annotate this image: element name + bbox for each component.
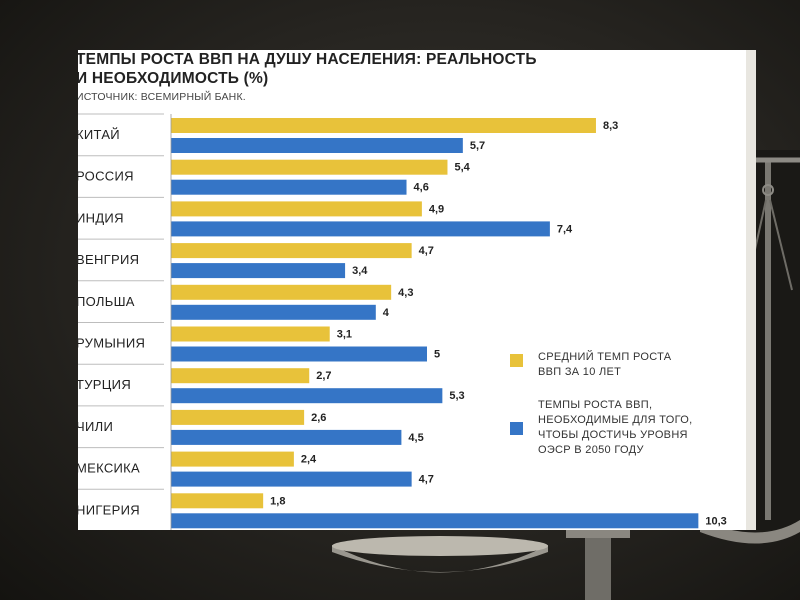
bar-average-growth: [171, 159, 448, 175]
bar-chart: КИТАЙ 8,3 5,7 РОССИЯ 5,4 4,6 ИНДИЯ 4,9 7,4 ВЕНГРИ…: [78, 113, 727, 530]
data-label: 10,3: [705, 515, 726, 527]
category-label: ИНДИЯ: [78, 210, 124, 225]
category-label: КИТАЙ: [78, 127, 120, 142]
bar-required-growth: [171, 513, 699, 529]
category-label: ВЕНГРИЯ: [78, 252, 139, 267]
bar-required-growth: [171, 138, 463, 153]
bar-required-growth: [171, 179, 407, 195]
panel-edge: [746, 50, 756, 530]
data-label: 5: [434, 349, 440, 361]
bar-average-growth: [171, 284, 392, 300]
data-label: 4,7: [419, 474, 434, 486]
data-label: 4,3: [398, 287, 413, 299]
data-label: 2,7: [316, 370, 331, 382]
chart-title-line-2: И НЕОБХОДИМОСТЬ (%): [78, 70, 269, 87]
bar-required-growth: [171, 471, 412, 487]
bar-required-growth: [171, 221, 550, 237]
bar-average-growth: [171, 368, 310, 384]
data-label: 1,8: [270, 495, 285, 507]
bar-average-growth: [171, 493, 264, 509]
bar-average-growth: [171, 243, 412, 259]
data-label: 4,5: [408, 432, 423, 444]
data-label: 4: [383, 307, 390, 319]
legend-line: ВВП ЗА 10 ЛЕТ: [538, 366, 622, 378]
bar-average-growth: [171, 118, 596, 133]
category-label: РУМЫНИЯ: [78, 336, 145, 351]
category-label: НИГЕРИЯ: [78, 502, 140, 517]
legend-item-required: ТЕМПЫ РОСТА ВВП, НЕОБХОДИМЫЕ ДЛЯ ТОГО, Ч…: [510, 398, 692, 458]
data-label: 5,4: [454, 162, 470, 174]
legend-text-average: СРЕДНИЙ ТЕМП РОСТА ВВП ЗА 10 ЛЕТ: [538, 350, 671, 380]
bar-required-growth: [171, 304, 376, 320]
legend-text-required: ТЕМПЫ РОСТА ВВП, НЕОБХОДИМЫЕ ДЛЯ ТОГО, Ч…: [538, 398, 692, 458]
legend-item-average: СРЕДНИЙ ТЕМП РОСТА ВВП ЗА 10 ЛЕТ: [510, 350, 671, 380]
bar-required-growth: [171, 429, 402, 445]
data-label: 2,6: [311, 412, 326, 424]
bar-required-growth: [171, 388, 443, 404]
bar-average-growth: [171, 201, 422, 217]
data-label: 2,4: [301, 454, 317, 466]
bar-required-growth: [171, 346, 427, 362]
data-label: 5,7: [470, 140, 485, 152]
legend-line: ТЕМПЫ РОСТА ВВП,: [538, 399, 653, 411]
category-label: РОССИЯ: [78, 169, 134, 184]
bar-average-growth: [171, 326, 330, 342]
legend-line: СРЕДНИЙ ТЕМП РОСТА: [538, 351, 672, 363]
legend-swatch-required: [510, 422, 523, 435]
category-label: ТУРЦИЯ: [78, 377, 131, 392]
category-label: МЕКСИКА: [78, 461, 140, 476]
data-label: 3,4: [352, 265, 368, 277]
legend-line: ЧТОБЫ ДОСТИЧЬ УРОВНЯ: [538, 429, 688, 441]
chart-panel: ТЕМПЫ РОСТА ВВП НА ДУШУ НАСЕЛЕНИЯ: РЕАЛЬ…: [78, 50, 746, 530]
data-label: 4,7: [419, 245, 434, 257]
data-label: 8,3: [603, 120, 618, 132]
legend-line: ОЭСР В 2050 ГОДУ: [538, 444, 644, 456]
legend-line: НЕОБХОДИМЫЕ ДЛЯ ТОГО,: [538, 414, 693, 426]
category-label: ЧИЛИ: [78, 419, 113, 434]
data-label: 4,9: [429, 203, 444, 215]
data-label: 7,4: [557, 223, 573, 235]
chart-title-line-1: ТЕМПЫ РОСТА ВВП НА ДУШУ НАСЕЛЕНИЯ: РЕАЛЬ…: [78, 51, 537, 68]
category-label: ПОЛЬША: [78, 294, 135, 309]
chart-source: ИСТОЧНИК: ВСЕМИРНЫЙ БАНК.: [78, 91, 246, 103]
bar-required-growth: [171, 263, 346, 279]
bar-average-growth: [171, 409, 305, 425]
legend-swatch-average: [510, 354, 523, 367]
bar-average-growth: [171, 451, 294, 467]
data-label: 5,3: [449, 390, 464, 402]
data-label: 4,6: [414, 182, 429, 194]
chart-title: ТЕМПЫ РОСТА ВВП НА ДУШУ НАСЕЛЕНИЯ: РЕАЛЬ…: [78, 50, 636, 88]
data-label: 3,1: [337, 329, 352, 341]
